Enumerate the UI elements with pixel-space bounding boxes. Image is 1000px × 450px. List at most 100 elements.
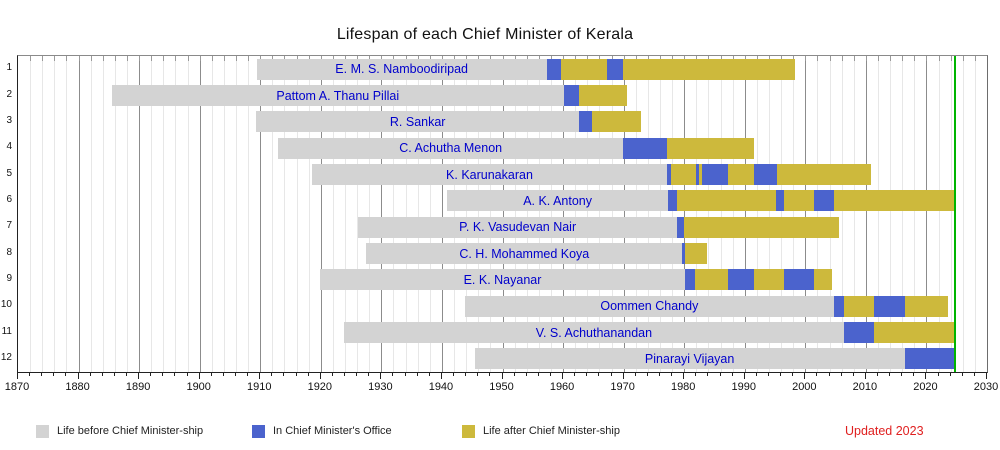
x-axis-minor-tick [150, 372, 152, 376]
year-gridline [66, 56, 68, 372]
decade-gridline [865, 56, 867, 372]
year-gridline [175, 56, 177, 372]
top-tick [926, 56, 928, 61]
x-axis-minor-tick [162, 372, 164, 376]
cm-name-label: C. H. Mohammed Koya [459, 246, 590, 261]
top-tick [187, 56, 189, 61]
year-gridline [187, 56, 189, 372]
top-tick [599, 56, 601, 61]
x-axis-minor-tick [344, 372, 346, 376]
year-gridline [332, 56, 334, 372]
y-axis-label: 11 [1, 325, 12, 337]
year-gridline [538, 56, 540, 372]
x-axis-minor-tick [574, 372, 576, 376]
x-axis-tick-label: 1870 [4, 381, 30, 393]
top-tick [720, 56, 722, 61]
bar-segment-office [579, 111, 592, 133]
bar-segment-office [753, 164, 777, 185]
year-gridline [478, 56, 480, 372]
year-gridline [914, 56, 916, 372]
year-gridline [793, 56, 795, 372]
decade-gridline [563, 56, 565, 372]
x-axis-minor-tick [671, 372, 673, 376]
year-gridline [514, 56, 516, 372]
bar-segment-office [563, 85, 580, 106]
year-gridline [950, 56, 952, 372]
bar-segment-office [813, 190, 834, 212]
x-axis-minor-tick [235, 372, 237, 376]
x-axis-minor-tick [186, 372, 188, 376]
year-gridline [211, 56, 213, 372]
cm-name-label: E. M. S. Namboodiripad [335, 62, 468, 77]
decade-gridline [78, 56, 80, 372]
x-axis-minor-tick [610, 372, 612, 376]
year-gridline [296, 56, 298, 372]
x-axis-minor-tick [537, 372, 539, 376]
bar-segment-before [320, 269, 685, 291]
top-tick [466, 56, 468, 61]
bar-segment-after [676, 190, 777, 212]
decade-gridline [199, 56, 201, 372]
decade-gridline [744, 56, 746, 372]
x-axis-minor-tick [876, 372, 878, 376]
x-axis-minor-tick [816, 372, 818, 376]
bar-segment-after [813, 269, 832, 291]
year-gridline [890, 56, 892, 372]
y-axis-label: 10 [0, 299, 12, 311]
top-tick [357, 56, 359, 61]
cm-row: Pattom A. Thanu Pillai [18, 85, 987, 106]
bar-segment-before [464, 295, 834, 317]
x-axis-minor-tick [549, 372, 551, 376]
plot-area: E. M. S. Namboodiripad Pattom A. Thanu Pi… [17, 55, 988, 373]
year-gridline [853, 56, 855, 372]
year-gridline [829, 56, 831, 372]
top-tick [623, 56, 625, 61]
top-tick [236, 56, 238, 61]
top-tick [272, 56, 274, 61]
bar-segment-after [579, 85, 628, 106]
x-axis-minor-tick [404, 372, 406, 376]
top-tick [575, 56, 577, 61]
year-gridline [635, 56, 637, 372]
bar-segment-after [698, 164, 703, 185]
year-gridline [756, 56, 758, 372]
top-tick [514, 56, 516, 61]
top-tick [320, 56, 322, 61]
cm-name-label: Pinarayi Vijayan [644, 351, 735, 366]
y-axis-label: 8 [6, 246, 12, 258]
x-axis-major-tick [986, 372, 987, 379]
x-axis-major-tick [501, 372, 503, 379]
cm-name-label: P. K. Vasudevan Nair [459, 220, 577, 235]
year-gridline [429, 56, 431, 372]
top-tick [647, 56, 649, 61]
top-tick [54, 56, 56, 61]
year-gridline [526, 56, 528, 372]
year-gridline [611, 56, 613, 372]
bar-segment-office [833, 295, 845, 317]
year-gridline [647, 56, 649, 372]
year-gridline [151, 56, 153, 372]
year-gridline [114, 56, 116, 372]
x-axis-minor-tick [780, 372, 782, 376]
bar-segment-before [358, 216, 677, 238]
bar-segment-before [343, 322, 845, 343]
bar-segment-office [702, 164, 728, 185]
top-tick [175, 56, 177, 61]
decade-gridline [926, 56, 928, 372]
x-axis-minor-tick [65, 372, 67, 376]
x-axis-tick-label: 1990 [731, 381, 756, 393]
bar-segment-office [904, 348, 955, 370]
x-axis-minor-tick [707, 372, 709, 376]
legend-swatch-before [36, 424, 49, 438]
cm-name-label: Oommen Chandy [600, 299, 699, 314]
cm-name-label: Pattom A. Thanu Pillai [276, 88, 400, 103]
x-axis-tick-label: 1960 [549, 381, 575, 393]
top-tick [66, 56, 68, 61]
year-gridline [720, 56, 722, 372]
year-gridline [708, 56, 710, 372]
top-tick [78, 56, 80, 61]
top-tick [345, 56, 347, 61]
cm-name-label: K. Karunakaran [446, 167, 533, 182]
cm-row: R. Sankar [18, 111, 987, 133]
